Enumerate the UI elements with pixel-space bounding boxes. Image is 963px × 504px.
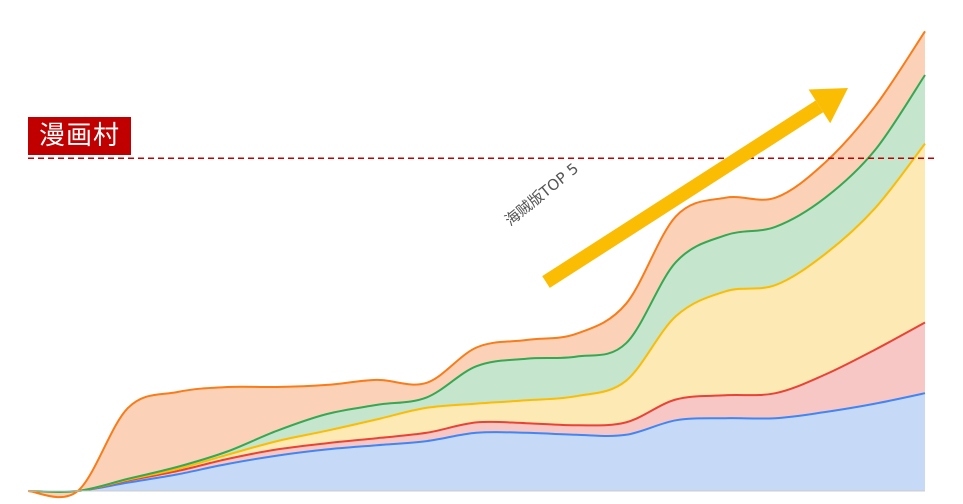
series-5-line (27, 30, 926, 499)
trend-arrow-head (808, 88, 848, 124)
series-1-area (28, 393, 925, 492)
series-1-line (27, 392, 926, 493)
trend-arrow-shaft (542, 100, 824, 288)
series-4-area (28, 75, 925, 492)
series-4-line (27, 74, 926, 493)
series-2-line (27, 321, 926, 493)
series-2-area (28, 322, 925, 492)
series-5-area (28, 31, 925, 498)
reference-line-label: 漫画村 (28, 117, 131, 155)
series-3-line (27, 142, 926, 493)
